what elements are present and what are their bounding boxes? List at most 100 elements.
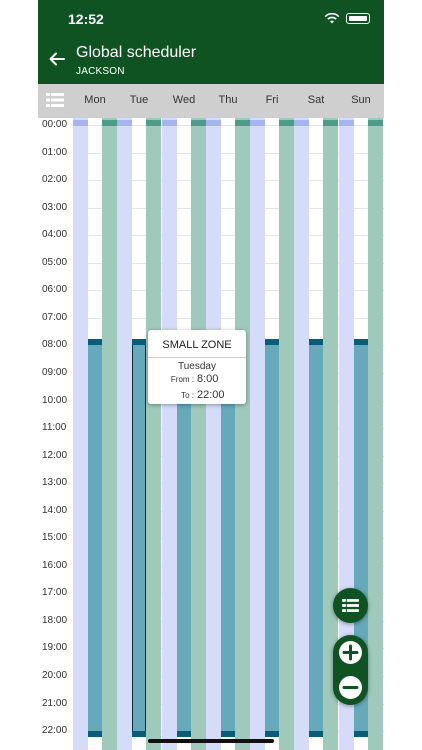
day-header-fri: Fri — [265, 94, 279, 106]
time-label: 09:00 — [42, 366, 68, 378]
day-column-fri-zone-a[interactable] — [250, 118, 265, 750]
column-cap — [146, 120, 161, 126]
hour-gridline — [73, 235, 384, 237]
tooltip-from-label: From : — [170, 375, 194, 384]
wifi-icon — [324, 12, 340, 24]
column-cap — [368, 120, 383, 126]
schedule-block-edge — [309, 339, 323, 346]
day-column-tue-zone-b[interactable] — [146, 118, 161, 750]
time-label: 12:00 — [42, 449, 68, 461]
column-cap — [191, 120, 206, 126]
time-label: 02:00 — [42, 174, 68, 186]
column-cap — [279, 120, 294, 126]
schedule-block-edge — [221, 731, 235, 738]
column-cap — [323, 120, 338, 126]
day-header-wed: Wed — [172, 94, 196, 106]
column-cap — [250, 120, 265, 126]
minus-icon — [342, 686, 359, 689]
page-title: Global scheduler — [76, 44, 197, 61]
time-axis: 00:00 01:00 02:00 03:00 04:00 05:00 06:00 07:00… — [38, 118, 73, 750]
column-cap — [294, 120, 309, 126]
schedule-block-edge — [88, 339, 102, 346]
day-column-sun-zone-b[interactable] — [368, 118, 383, 750]
schedule-block-edge — [177, 731, 191, 738]
schedule-grid[interactable]: 00:00 01:00 02:00 03:00 04:00 05:00 06:00 07:00… — [38, 118, 384, 750]
zoom-controls — [333, 635, 368, 705]
schedule-block-edge — [354, 339, 368, 346]
tooltip-to-label: To : — [181, 391, 194, 400]
day-column-wed-zone-a[interactable] — [162, 118, 177, 750]
time-label: 18:00 — [42, 614, 68, 626]
schedule-block-edge — [265, 339, 279, 346]
day-column-wed-zone-b[interactable] — [191, 118, 206, 750]
column-cap — [117, 120, 132, 126]
time-label: 08:00 — [42, 339, 68, 351]
day-header-thu: Thu — [218, 94, 238, 106]
schedule-block-edge — [88, 731, 102, 738]
time-label: 01:00 — [42, 146, 68, 158]
time-label: 15:00 — [42, 532, 68, 544]
back-arrow-icon[interactable] — [48, 50, 66, 68]
day-column-sat-zone-a[interactable] — [294, 118, 309, 750]
schedule-block-edge — [354, 731, 368, 738]
schedule-block[interactable] — [88, 339, 102, 738]
tooltip-from-value: 8:00 — [197, 373, 219, 385]
day-column-thu-zone-a[interactable] — [206, 118, 221, 750]
time-label: 14:00 — [42, 504, 68, 516]
tooltip-zone-name: SMALL ZONE — [148, 330, 246, 358]
zoom-in-button[interactable] — [339, 641, 362, 664]
time-label: 16:00 — [42, 559, 68, 571]
time-label: 19:00 — [42, 642, 68, 654]
hour-gridline — [73, 317, 384, 319]
hour-gridline — [73, 180, 384, 182]
schedule-block-edge — [309, 731, 323, 738]
hour-gridline — [73, 152, 384, 154]
list-menu-icon[interactable] — [46, 93, 64, 107]
tooltip-to-value: 22:00 — [197, 389, 225, 401]
day-column-sat-zone-b[interactable] — [323, 118, 338, 750]
schedule-block[interactable] — [221, 339, 235, 738]
status-icons — [324, 12, 370, 24]
column-cap — [235, 120, 250, 126]
time-label: 13:00 — [42, 477, 68, 489]
selected-schedule-block[interactable] — [132, 339, 146, 738]
day-header-sun: Sun — [351, 94, 371, 106]
day-column-tue-zone-a[interactable] — [117, 118, 132, 750]
zoom-out-button[interactable] — [339, 676, 362, 699]
schedule-tooltip: SMALL ZONE Tuesday From : 8:00 To : 22:0… — [148, 330, 246, 404]
schedule-block[interactable] — [177, 339, 191, 738]
day-column-mon-zone-b[interactable] — [102, 118, 117, 750]
schedule-block-edge — [265, 731, 279, 738]
column-cap — [339, 120, 354, 126]
day-column-mon-zone-a[interactable] — [73, 118, 88, 750]
days-bar: Mon Tue Wed Thu Fri Sat Sun — [38, 84, 384, 118]
app-header: 12:52 Global scheduler JACKSON — [38, 0, 384, 84]
time-label: 07:00 — [42, 311, 68, 323]
day-column-fri-zone-b[interactable] — [279, 118, 294, 750]
battery-icon — [346, 12, 370, 24]
home-indicator — [148, 739, 274, 743]
hour-gridline — [73, 125, 384, 126]
time-label: 10:00 — [42, 394, 68, 406]
column-cap — [162, 120, 177, 126]
hour-gridline — [73, 262, 384, 264]
schedule-block[interactable] — [265, 339, 279, 738]
schedule-block-edge — [132, 339, 146, 346]
schedule-block[interactable] — [309, 339, 323, 738]
time-label: 00:00 — [42, 119, 68, 130]
tooltip-day: Tuesday — [178, 361, 216, 372]
list-icon — [342, 599, 359, 612]
hour-gridline — [73, 207, 384, 209]
time-label: 05:00 — [42, 256, 68, 268]
plus-icon — [342, 644, 359, 661]
time-label: 22:00 — [42, 725, 68, 737]
day-header-tue: Tue — [129, 94, 149, 106]
time-label: 21:00 — [42, 697, 68, 709]
column-cap — [206, 120, 221, 126]
time-label: 06:00 — [42, 284, 68, 296]
status-time: 12:52 — [68, 11, 104, 27]
day-column-thu-zone-b[interactable] — [235, 118, 250, 750]
list-view-button[interactable] — [333, 588, 368, 623]
hour-gridline — [73, 290, 384, 292]
schedule-block-edge — [132, 731, 146, 738]
